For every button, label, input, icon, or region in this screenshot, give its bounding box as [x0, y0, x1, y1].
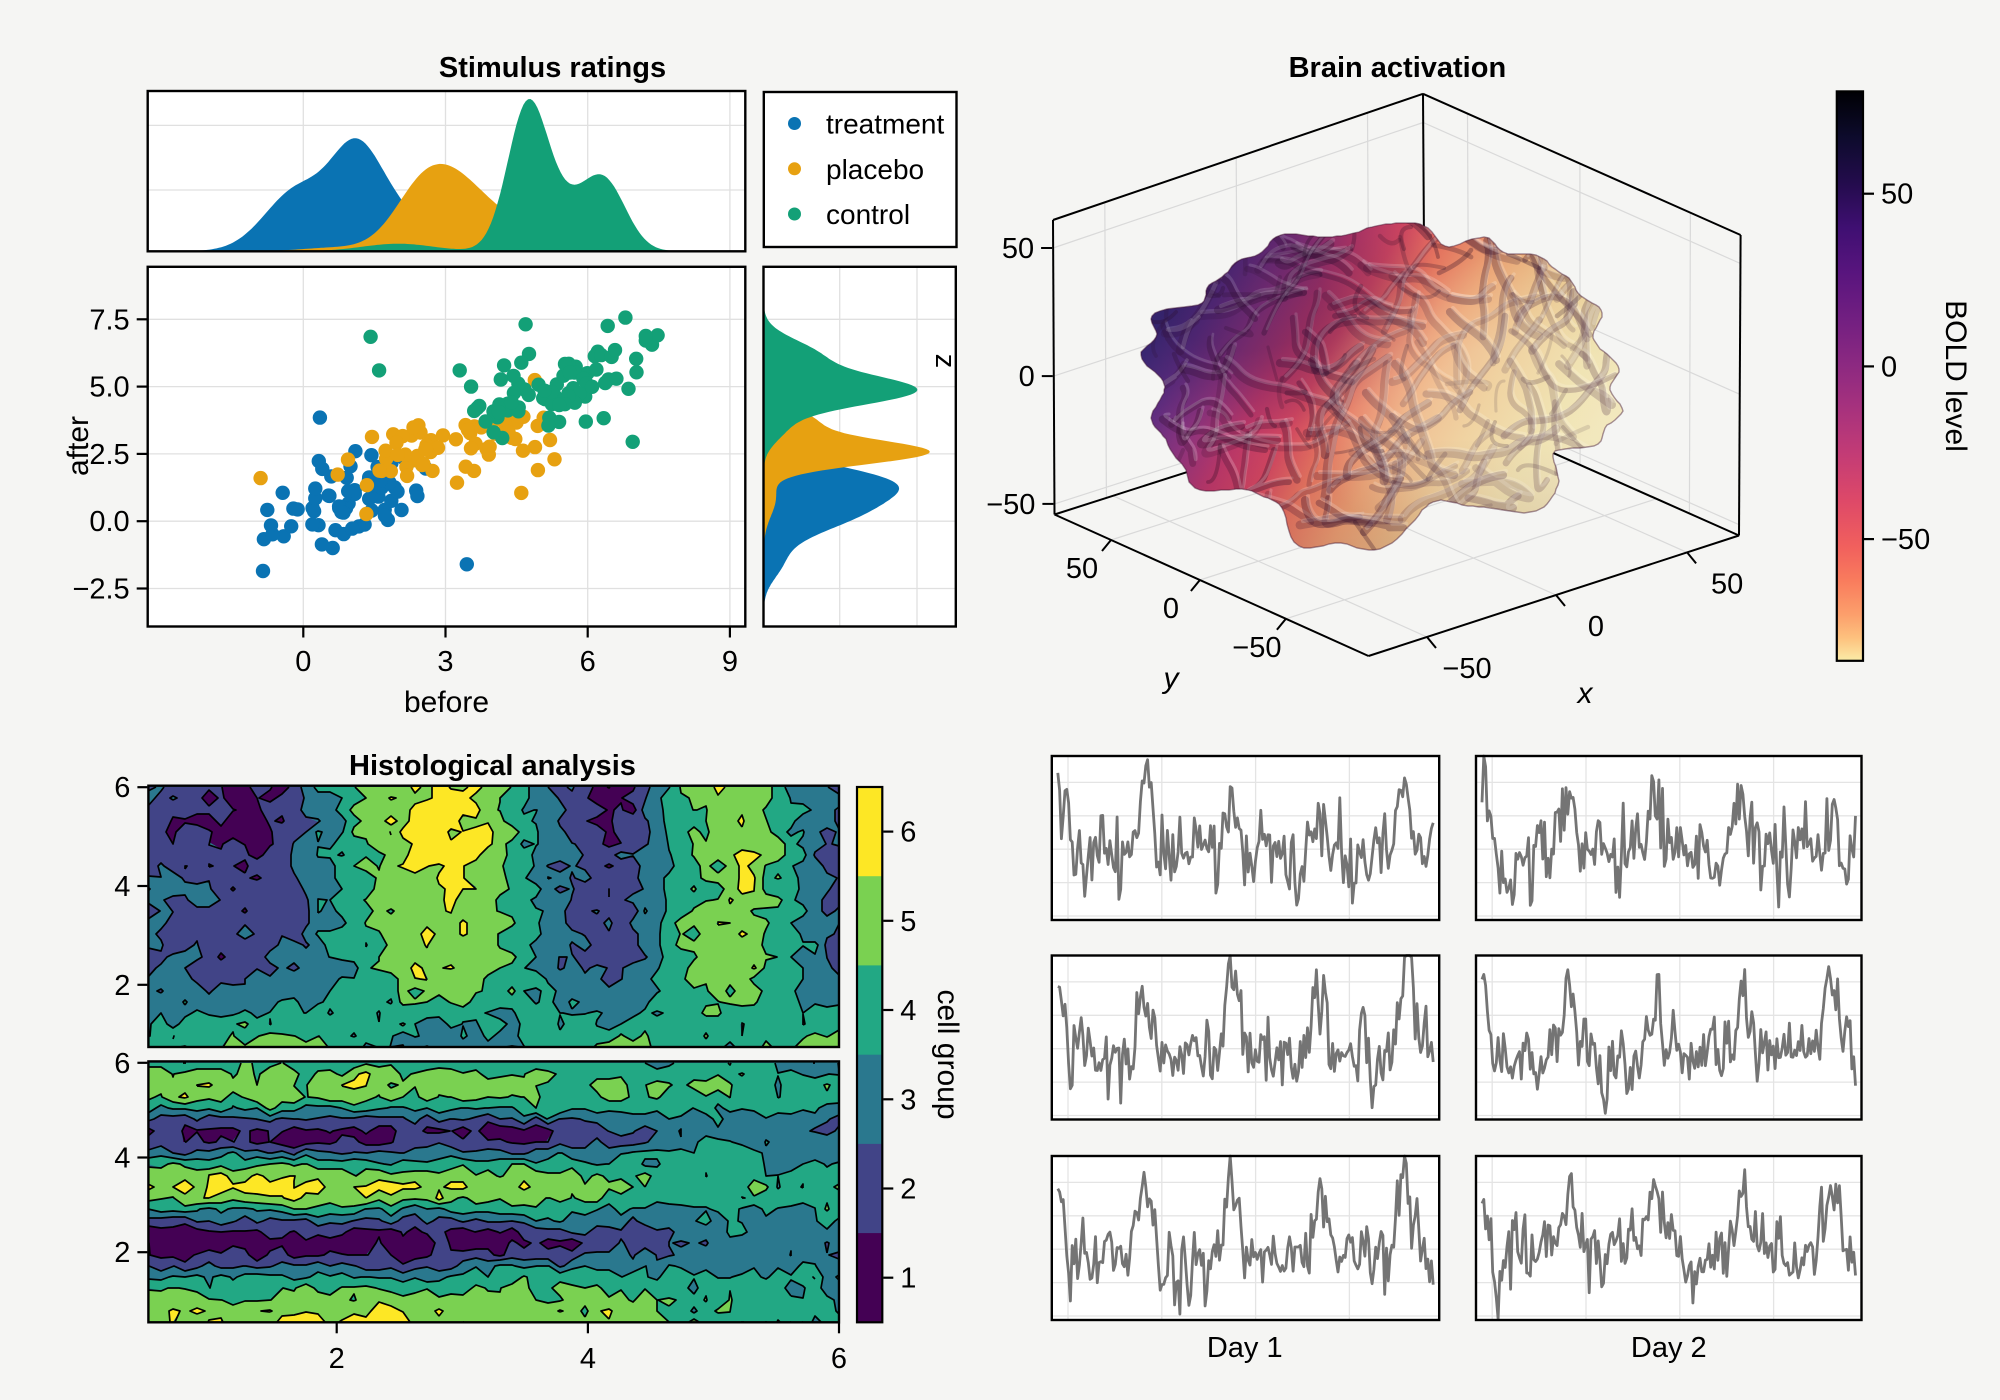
svg-text:6: 6 [831, 1343, 847, 1375]
svg-text:after: after [62, 416, 95, 476]
svg-text:Day 1: Day 1 [1207, 1332, 1283, 1364]
svg-text:50: 50 [1066, 553, 1098, 585]
svg-text:6: 6 [114, 1048, 130, 1080]
svg-text:2: 2 [114, 1237, 130, 1269]
svg-text:0: 0 [1881, 351, 1897, 383]
svg-text:2.5: 2.5 [89, 439, 129, 471]
svg-text:−50: −50 [1881, 524, 1930, 556]
svg-text:control: control [826, 199, 910, 230]
svg-text:cell group: cell group [931, 989, 964, 1119]
svg-text:5: 5 [900, 906, 916, 938]
svg-text:2: 2 [114, 970, 130, 1002]
svg-text:−50: −50 [986, 489, 1035, 521]
svg-text:50: 50 [1881, 179, 1913, 211]
svg-text:Brain activation: Brain activation [1289, 52, 1507, 84]
svg-text:50: 50 [1711, 568, 1743, 600]
svg-text:0: 0 [1163, 593, 1179, 625]
svg-text:3: 3 [900, 1084, 916, 1116]
svg-text:treatment: treatment [826, 109, 944, 140]
svg-text:0: 0 [1588, 611, 1604, 643]
svg-text:z: z [929, 354, 961, 369]
svg-text:x: x [1576, 677, 1594, 710]
svg-text:Day 2: Day 2 [1631, 1332, 1707, 1364]
svg-text:6: 6 [900, 817, 916, 849]
svg-text:5.0: 5.0 [89, 372, 129, 404]
svg-text:placebo: placebo [826, 154, 924, 185]
svg-text:Histological analysis: Histological analysis [349, 750, 636, 782]
svg-text:1: 1 [900, 1263, 916, 1295]
svg-text:3: 3 [437, 646, 453, 678]
svg-text:Stimulus ratings: Stimulus ratings [439, 52, 666, 84]
svg-text:50: 50 [1002, 233, 1034, 265]
svg-text:before: before [404, 686, 489, 719]
svg-text:0: 0 [295, 646, 311, 678]
svg-text:4: 4 [580, 1343, 596, 1375]
svg-text:6: 6 [114, 772, 130, 804]
svg-text:BOLD level: BOLD level [1939, 300, 1972, 452]
svg-text:−50: −50 [1442, 653, 1491, 685]
svg-text:9: 9 [722, 646, 738, 678]
svg-text:−50: −50 [1232, 632, 1281, 664]
svg-text:y: y [1162, 662, 1181, 695]
svg-text:4: 4 [900, 995, 916, 1027]
svg-text:4: 4 [114, 1143, 130, 1175]
svg-text:0: 0 [1019, 361, 1035, 393]
svg-text:2: 2 [329, 1343, 345, 1375]
svg-text:6: 6 [580, 646, 596, 678]
svg-text:2: 2 [900, 1174, 916, 1206]
svg-text:−2.5: −2.5 [72, 574, 129, 606]
svg-text:7.5: 7.5 [89, 304, 129, 336]
svg-text:4: 4 [114, 871, 130, 903]
svg-text:0.0: 0.0 [89, 506, 129, 538]
